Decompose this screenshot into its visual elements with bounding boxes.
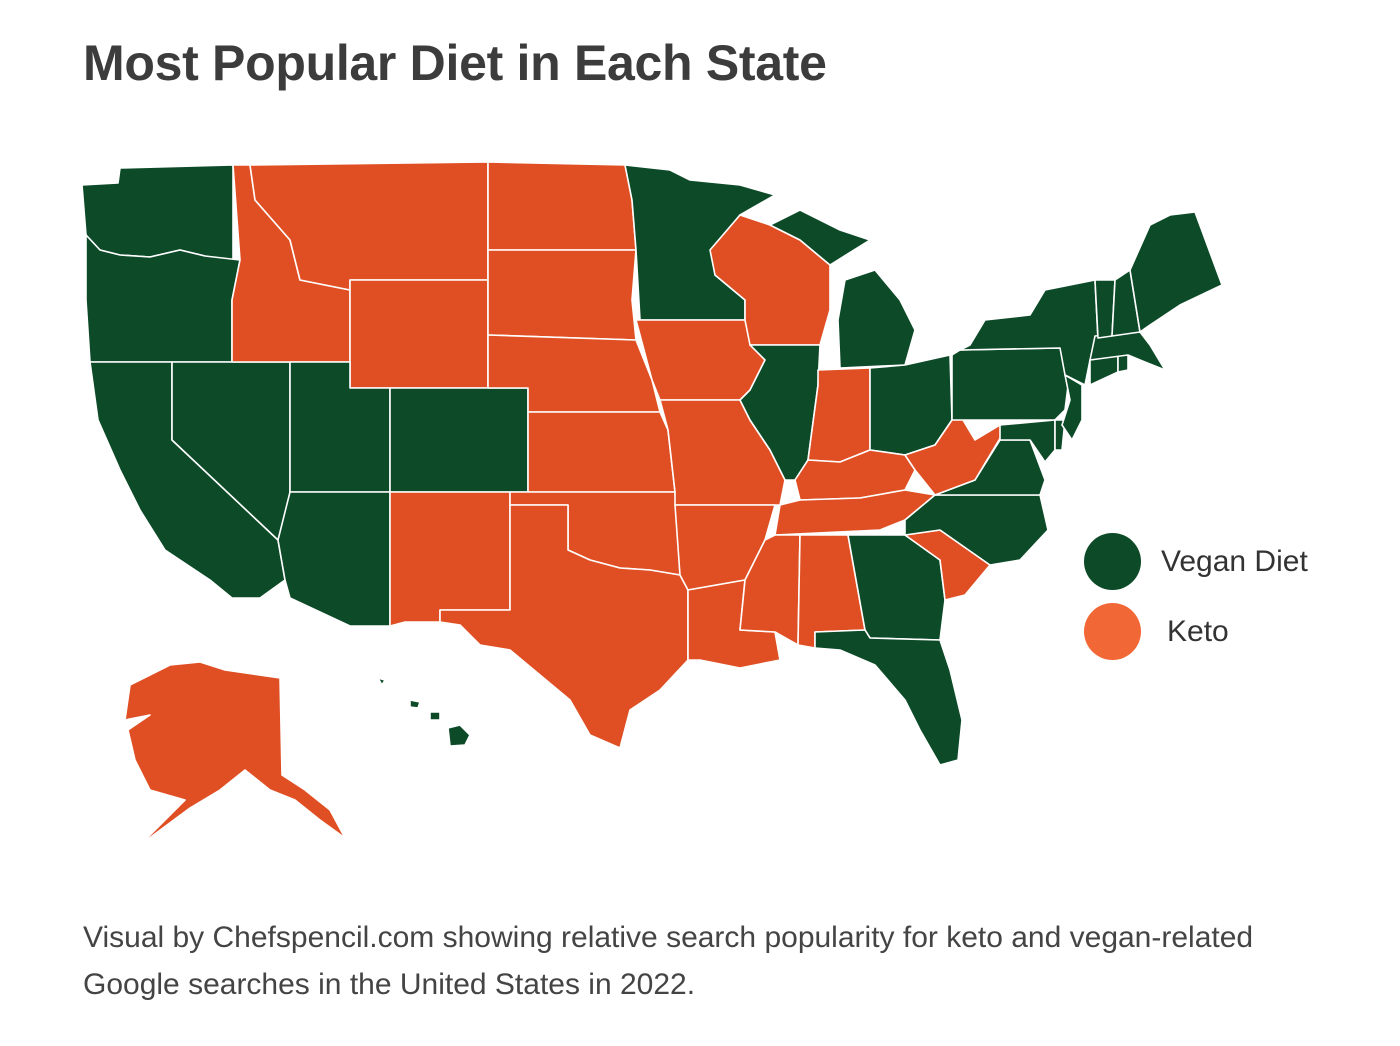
state-PA — [951, 347, 1071, 421]
legend-swatch-keto — [1084, 603, 1141, 660]
state-IN — [807, 367, 871, 463]
state-MA — [1089, 331, 1166, 371]
state-MI — [769, 209, 916, 369]
state-DE — [1054, 419, 1066, 451]
state-RI — [1117, 354, 1129, 373]
legend-item-keto: Keto — [1084, 603, 1229, 660]
state-KS — [527, 411, 676, 493]
state-WY — [349, 279, 489, 389]
state-FL — [814, 629, 963, 766]
state-OR — [85, 234, 241, 363]
state-NJ — [1061, 374, 1083, 441]
state-CO — [389, 387, 529, 493]
source-caption: Visual by Chefspencil.com showing relati… — [83, 921, 1254, 1001]
state-TX — [439, 504, 689, 749]
state-WI — [709, 214, 831, 346]
state-SD — [487, 249, 637, 341]
state-AZ — [277, 491, 391, 627]
state-IA — [635, 319, 766, 401]
state-HI — [377, 677, 471, 747]
legend-label-keto: Keto — [1167, 614, 1229, 648]
state-ME — [1129, 211, 1223, 333]
page-title: Most Popular Diet in Each State — [83, 35, 827, 91]
legend-item-vegan: Vegan Diet — [1084, 533, 1308, 590]
state-NM — [389, 491, 511, 627]
state-WA — [81, 164, 234, 263]
state-AK — [124, 661, 346, 846]
state-ND — [487, 161, 637, 251]
legend-label-vegan: Vegan Diet — [1161, 544, 1308, 578]
legend-swatch-vegan — [1084, 533, 1141, 590]
